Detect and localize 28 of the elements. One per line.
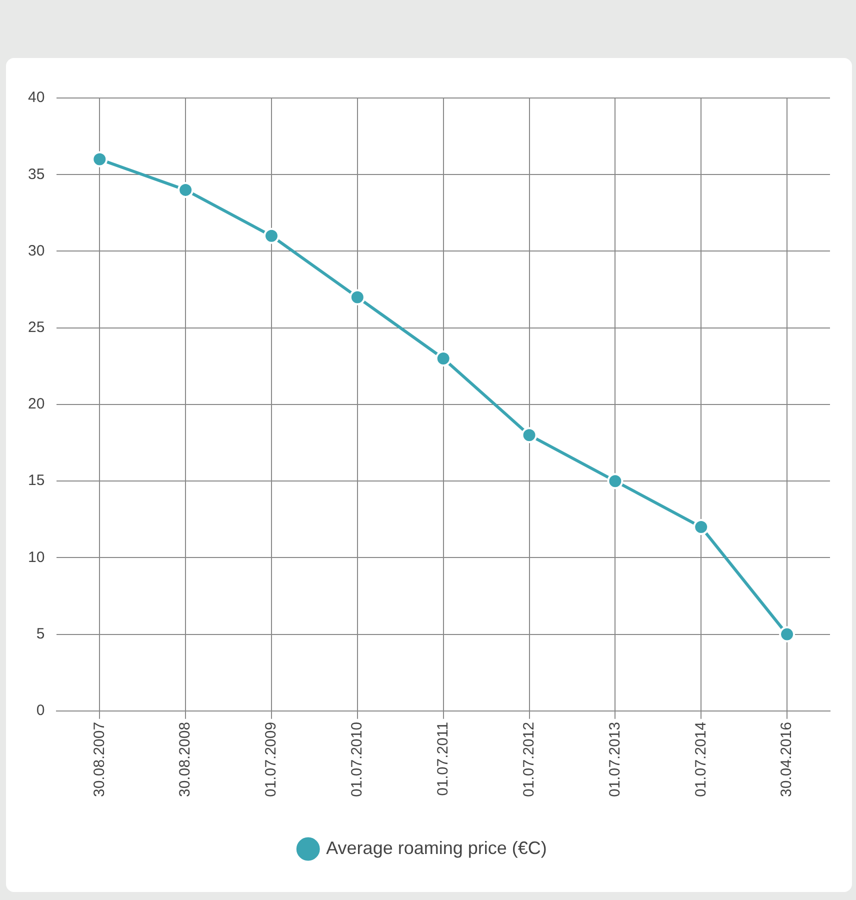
point — [263, 228, 280, 244]
x-tick-label: 30.04.2016 — [778, 722, 796, 798]
point — [521, 427, 538, 444]
point — [435, 350, 452, 366]
y-tick-label: 10 — [28, 548, 45, 566]
x-tick-label: 30.08.2008 — [176, 722, 194, 798]
x-tick-label: 01.07.2011 — [434, 722, 452, 796]
point — [779, 626, 796, 642]
y-tick-label: 20 — [28, 396, 45, 413]
point — [92, 151, 108, 168]
y-tick-label: 15 — [28, 472, 45, 490]
y-tick-label: 30 — [28, 242, 45, 260]
x-tick-label: 01.07.2013 — [606, 722, 624, 798]
point — [607, 473, 624, 490]
point — [178, 182, 194, 198]
y-tick-label: 40 — [28, 89, 45, 106]
y-tick-label: 35 — [28, 166, 45, 183]
x-tick-label: 01.07.2010 — [348, 722, 366, 798]
y-tick-label: 5 — [36, 625, 45, 642]
point — [693, 519, 710, 536]
y-tick-label: 25 — [28, 318, 45, 336]
x-tick-label: 01.07.2012 — [520, 722, 538, 798]
y-tick-label: 0 — [36, 702, 45, 720]
legend-label: Average roaming price (€C) — [326, 838, 547, 858]
point — [349, 289, 366, 306]
x-tick-label: 30.08.2007 — [90, 722, 108, 798]
x-tick-label: 01.07.2009 — [262, 722, 280, 798]
x-tick-label: 01.07.2014 — [692, 722, 710, 798]
